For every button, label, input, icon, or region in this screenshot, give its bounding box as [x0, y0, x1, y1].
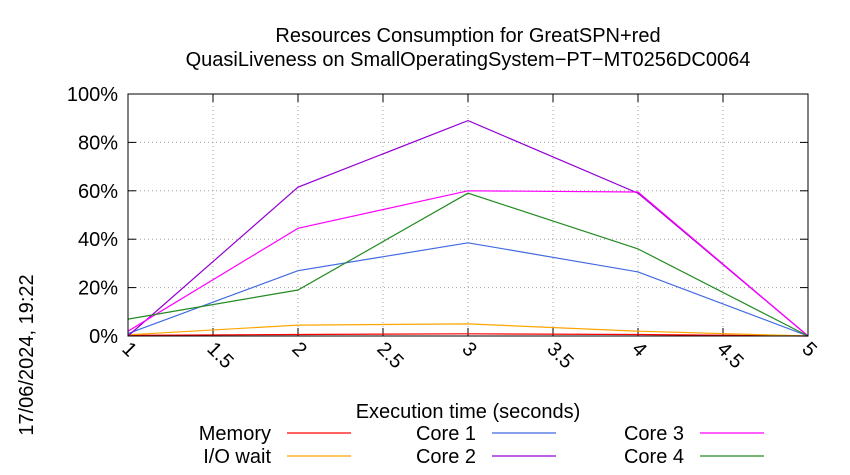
series-line-core-4: [127, 192, 809, 337]
legend-label-memory: Memory: [199, 423, 271, 445]
series-lines: [127, 119, 809, 337]
plot-frame: [127, 93, 809, 337]
grid-lines: [128, 94, 808, 336]
legend-label-core-4: Core 4: [624, 446, 684, 468]
x-tick-label: 3.5: [542, 338, 577, 373]
series-line-i-o-wait: [127, 323, 809, 337]
legend-label-i-o-wait: I/O wait: [203, 446, 271, 468]
y-axis-ticks: 0% 20% 40% 60% 80% 100%: [67, 84, 808, 348]
y-tick-label: 60%: [78, 181, 118, 203]
x-axis-ticks: 1 1.5 2 2.5 3 3.5 4 4.5 5: [117, 94, 821, 373]
x-tick-label: 4.5: [712, 338, 747, 373]
series-line-core-2: [127, 119, 809, 337]
legend-label-core-2: Core 2: [416, 446, 476, 468]
chart-title: Resources Consumption for GreatSPN+red: [275, 25, 660, 47]
chart-subtitle: QuasiLiveness on SmallOperatingSystem−PT…: [186, 49, 751, 71]
series-line-memory: [127, 333, 809, 337]
series-line-core-3: [127, 190, 809, 337]
x-tick-label: 2: [287, 338, 310, 361]
y-tick-label: 100%: [67, 84, 118, 106]
x-tick-label: 2.5: [372, 338, 407, 373]
y-tick-label: 0%: [89, 326, 118, 348]
x-tick-label: 5: [797, 338, 820, 361]
x-tick-label: 1.5: [202, 338, 237, 373]
y-tick-label: 40%: [78, 229, 118, 251]
y-tick-label: 80%: [78, 132, 118, 154]
series-line-core-1: [127, 242, 809, 337]
timestamp-label: 17/06/2024, 19:22: [16, 274, 38, 435]
x-tick-label: 4: [627, 338, 650, 361]
legend-label-core-1: Core 1: [416, 423, 476, 445]
y-tick-label: 20%: [78, 278, 118, 300]
x-axis-label: Execution time (seconds): [356, 401, 581, 423]
x-tick-label: 3: [457, 338, 480, 361]
legend-label-core-3: Core 3: [624, 423, 684, 445]
x-tick-label: 1: [117, 338, 140, 361]
